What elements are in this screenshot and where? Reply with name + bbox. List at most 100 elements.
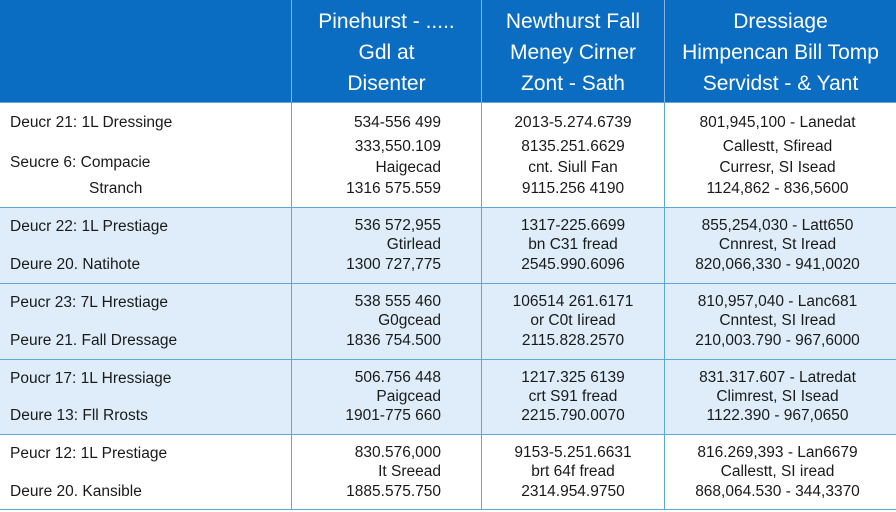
cell-value: 106514 261.6171 bbox=[512, 293, 634, 310]
header-empty bbox=[0, 0, 292, 102]
cell-value: 1317-225.6699 bbox=[520, 217, 626, 234]
cell-value: crt S91 fread bbox=[528, 388, 618, 405]
table-row: Deucr 21: 1L Dressinge Seucre 6: Compaci… bbox=[0, 102, 896, 207]
cell-value: 2215.790.0070 bbox=[521, 407, 625, 424]
cell-value: 8135.251.6629 bbox=[521, 138, 625, 155]
row-label: Poucr 17: 1L Hressiage bbox=[10, 370, 172, 387]
row-label-cell: Deucr 22: 1L Prestiage Deure 20. Natihot… bbox=[0, 208, 292, 283]
cell-value: 506.756 448 bbox=[354, 369, 441, 386]
header-col-3: Dressiage Himpencan Bill Tomp Servidst -… bbox=[665, 0, 896, 102]
cell-value: 2115.828.2570 bbox=[521, 332, 625, 349]
cell-value: 333,550.109 bbox=[354, 138, 441, 155]
cell-col-1: 506.756 448 Paigcead 1901-775 660 bbox=[292, 360, 482, 434]
cell-col-3: 810,957,040 - Lanc681 Cnntest, SI Iread … bbox=[665, 284, 896, 359]
cell-value: 830.576,000 bbox=[354, 444, 441, 461]
row-label-cell: Peucr 23: 7L Hrestiage Peure 21. Fall Dr… bbox=[0, 284, 292, 359]
cell-value: 1885.575.750 bbox=[346, 483, 441, 500]
cell-value: 1217.325 6139 bbox=[521, 369, 625, 386]
cell-value: Climrest, SI Isead bbox=[716, 388, 839, 405]
cell-value: 831.317.607 - Latredat bbox=[699, 369, 856, 386]
cell-value: 9115.256 4190 bbox=[521, 180, 625, 197]
row-label-cell: Deucr 21: 1L Dressinge Seucre 6: Compaci… bbox=[0, 103, 292, 207]
cell-value: Haigecad bbox=[375, 159, 442, 176]
cell-value: or C0t Iiread bbox=[530, 312, 616, 329]
cell-value: Callestt, SI iread bbox=[720, 463, 835, 480]
cell-value: Cnntest, SI Iread bbox=[719, 312, 836, 329]
header-line: Gdl at bbox=[358, 40, 415, 64]
cell-col-2: 1217.325 6139 crt S91 fread 2215.790.007… bbox=[482, 360, 665, 434]
cell-col-3: 801,945,100 - Lanedat Callestt, Sfiread … bbox=[665, 103, 896, 207]
table-header: Pinehurst - ..... Gdl at Disenter Newthu… bbox=[0, 0, 896, 102]
table-row: Peucr 12: 1L Prestiage Deure 20. Kansibl… bbox=[0, 434, 896, 509]
row-label: Deure 20. Natihote bbox=[10, 256, 141, 273]
cell-value: 1300 727,775 bbox=[346, 256, 441, 273]
cell-value: Callestt, Sfiread bbox=[722, 138, 833, 155]
cell-value: 1836 754.500 bbox=[346, 332, 441, 349]
header-line: Disenter bbox=[347, 71, 426, 95]
cell-col-3: 855,254,030 - Latt650 Cnnrest, St Iread … bbox=[665, 208, 896, 283]
cell-value: Paigcead bbox=[376, 388, 441, 405]
row-label: Peucr 12: 1L Prestiage bbox=[10, 445, 168, 462]
cell-value: 816.269,393 - Lan6679 bbox=[697, 444, 858, 461]
header-line: Zont - Sath bbox=[521, 71, 625, 95]
row-label: Deure 20. Kansible bbox=[10, 483, 142, 500]
cell-value: 538 555 460 bbox=[354, 293, 441, 310]
header-line: Meney Cirner bbox=[509, 40, 637, 64]
header-line: Pinehurst - ..... bbox=[318, 9, 455, 33]
cell-value: Gtirlead bbox=[386, 236, 441, 253]
cell-value: 1316 575.559 bbox=[346, 180, 441, 197]
cell-value: bn C31 fread bbox=[528, 236, 618, 253]
table-row: Poucr 17: 1L Hressiage Deure 13: Fll Rro… bbox=[0, 359, 896, 434]
cell-value: 9153-5.251.6631 bbox=[514, 444, 632, 461]
cell-col-3: 816.269,393 - Lan6679 Callestt, SI iread… bbox=[665, 435, 896, 509]
cell-col-1: 536 572,955 Gtirlead 1300 727,775 bbox=[292, 208, 482, 283]
cell-value: 1901-775 660 bbox=[345, 407, 441, 424]
header-col-1: Pinehurst - ..... Gdl at Disenter bbox=[292, 0, 482, 102]
cell-value: 855,254,030 - Latt650 bbox=[701, 217, 854, 234]
cell-col-2: 9153-5.251.6631 brt 64f fread 2314.954.9… bbox=[482, 435, 665, 509]
cell-value: 210,003.790 - 967,6000 bbox=[695, 332, 860, 349]
row-label: Stranch bbox=[89, 180, 143, 197]
cell-col-2: 1317-225.6699 bn C31 fread 2545.990.6096 bbox=[482, 208, 665, 283]
cell-col-2: 2013-5.274.6739 8135.251.6629 cnt. Siull… bbox=[482, 103, 665, 207]
row-label: Deure 13: Fll Rrosts bbox=[10, 407, 148, 424]
cell-value: Curresr, SI Isead bbox=[719, 159, 836, 176]
cell-col-3: 831.317.607 - Latredat Climrest, SI Isea… bbox=[665, 360, 896, 434]
cell-value: 868,064.530 - 344,3370 bbox=[695, 483, 860, 500]
cell-value: 810,957,040 - Lanc681 bbox=[697, 293, 858, 310]
cell-value: 1124,862 - 836,5600 bbox=[706, 180, 849, 197]
cell-value: 801,945,100 - Lanedat bbox=[699, 114, 856, 131]
row-label: Deucr 21: 1L Dressinge bbox=[10, 114, 173, 131]
header-line: Newthurst Fall bbox=[505, 9, 641, 33]
cell-value: brt 64f fread bbox=[531, 463, 615, 480]
cell-value: 2314.954.9750 bbox=[521, 483, 625, 500]
table-row: Peucr 23: 7L Hrestiage Peure 21. Fall Dr… bbox=[0, 283, 896, 359]
row-label: Deucr 22: 1L Prestiage bbox=[10, 218, 168, 235]
cell-value: 820,066,330 - 941,0020 bbox=[695, 256, 860, 273]
row-label: Peucr 23: 7L Hrestiage bbox=[10, 294, 168, 311]
header-line: Servidst - & Yant bbox=[702, 71, 859, 95]
header-line: Himpencan Bill Tomp bbox=[682, 40, 879, 64]
cell-col-2: 106514 261.6171 or C0t Iiread 2115.828.2… bbox=[482, 284, 665, 359]
cell-value: G0gcead bbox=[378, 312, 441, 329]
row-label-cell: Poucr 17: 1L Hressiage Deure 13: Fll Rro… bbox=[0, 360, 292, 434]
cell-col-1: 538 555 460 G0gcead 1836 754.500 bbox=[292, 284, 482, 359]
cell-value: 2013-5.274.6739 bbox=[514, 114, 632, 131]
cell-value: 2545.990.6096 bbox=[521, 256, 625, 273]
row-label: Seucre 6: Compacie bbox=[10, 154, 151, 171]
cell-value: 1122.390 - 967,0650 bbox=[706, 407, 849, 424]
header-line: Dressiage bbox=[733, 9, 828, 33]
cell-col-1: 830.576,000 It Sreead 1885.575.750 bbox=[292, 435, 482, 509]
row-label: Peure 21. Fall Dressage bbox=[10, 332, 178, 349]
cell-value: It Sreead bbox=[378, 463, 441, 480]
cell-value: cnt. Siull Fan bbox=[528, 159, 618, 176]
cell-value: Cnnrest, St Iread bbox=[718, 236, 837, 253]
row-label-cell: Peucr 12: 1L Prestiage Deure 20. Kansibl… bbox=[0, 435, 292, 509]
table-row: Deucr 22: 1L Prestiage Deure 20. Natihot… bbox=[0, 207, 896, 283]
cell-value: 536 572,955 bbox=[354, 217, 441, 234]
cell-col-1: 534-556 499 333,550.109 Haigecad 1316 57… bbox=[292, 103, 482, 207]
table-bottom-border bbox=[0, 509, 896, 510]
header-col-2: Newthurst Fall Meney Cirner Zont - Sath bbox=[482, 0, 665, 102]
cell-value: 534-556 499 bbox=[353, 114, 441, 131]
